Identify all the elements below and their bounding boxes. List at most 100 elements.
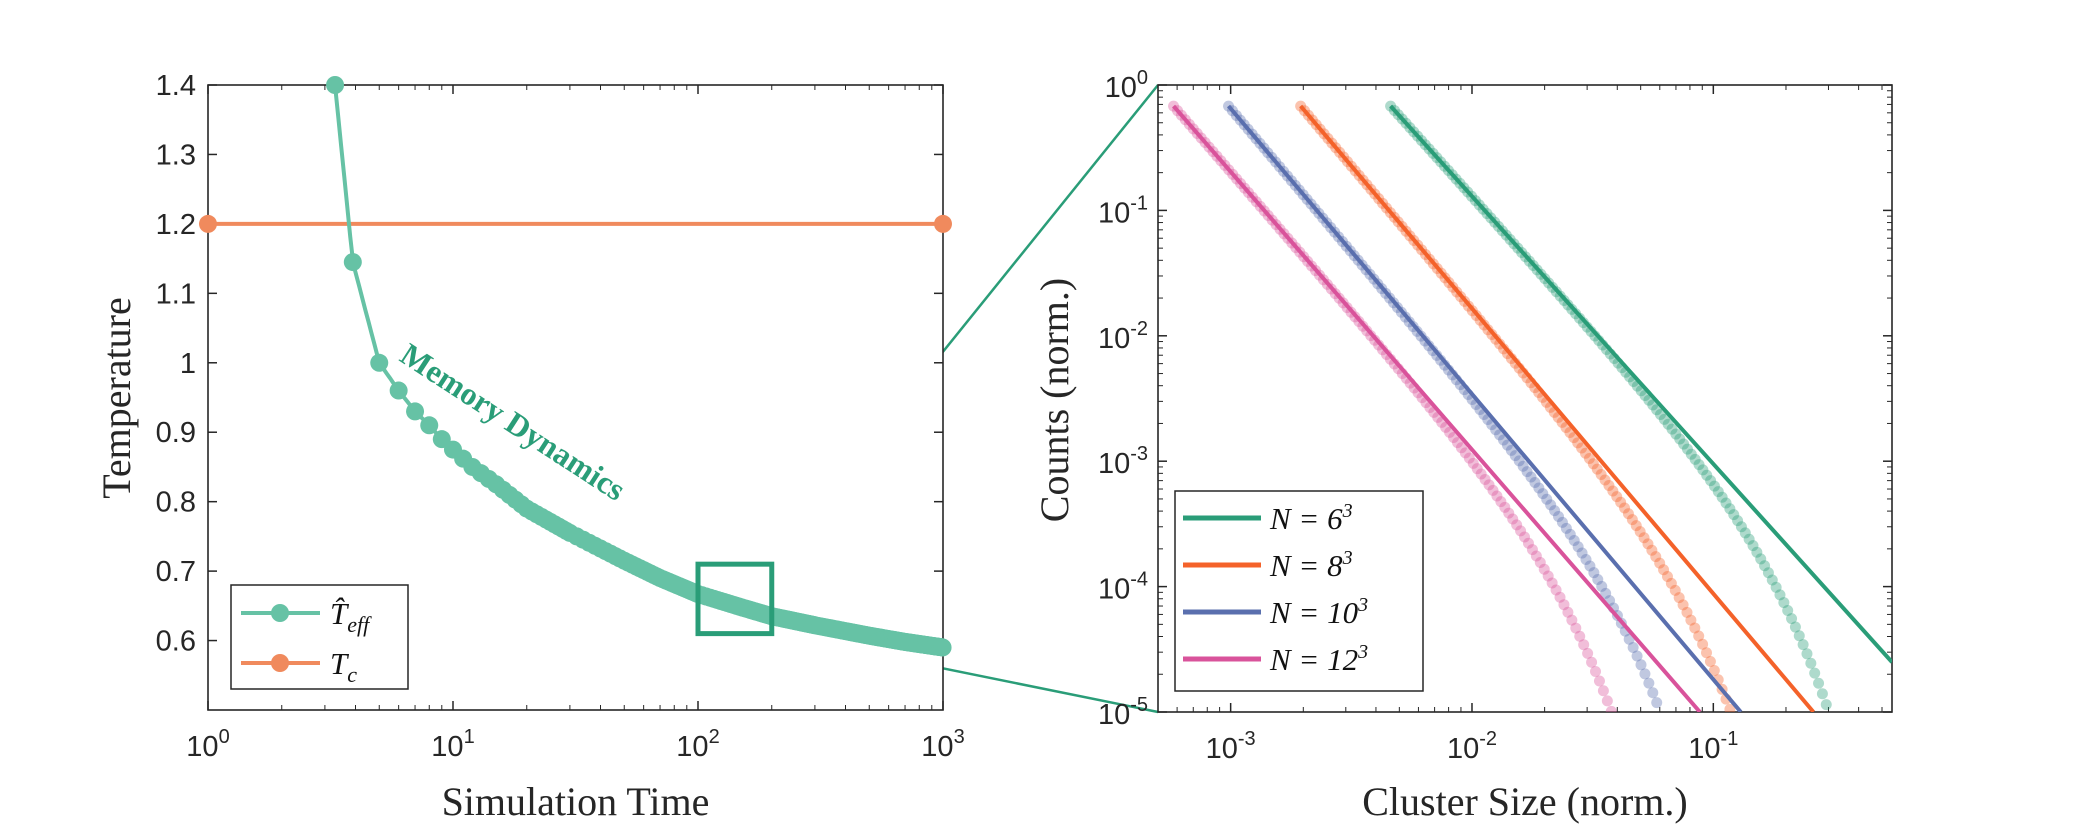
- right-x-tick-label: 10-1: [1688, 728, 1738, 765]
- cluster-point: [1576, 442, 1588, 454]
- left-y-tick-label: 0.9: [156, 417, 196, 449]
- tc-point: [934, 214, 952, 233]
- fit-line: [1227, 104, 1743, 712]
- cluster-point: [1678, 438, 1690, 450]
- right-y-tick-label: 10-1: [1098, 192, 1148, 229]
- left-y-tick-label: 1.2: [156, 209, 196, 241]
- cluster-point: [1630, 520, 1642, 532]
- cluster-point: [1595, 469, 1607, 481]
- cluster-point: [1813, 677, 1825, 689]
- cluster-point: [1597, 685, 1609, 697]
- right-y-tick-label: 100: [1105, 67, 1148, 104]
- cluster-point: [1627, 642, 1639, 654]
- cluster-point: [1724, 703, 1736, 712]
- cluster-point: [1782, 605, 1794, 617]
- teff-point: [420, 416, 439, 435]
- cluster-point: [1762, 567, 1774, 579]
- right-chart: 10-5 10-4 10-3 10-2 10-1 100 10-3 10-2 10-1 N = …: [1032, 67, 1893, 824]
- left-x-tick-label: 103: [921, 726, 964, 763]
- left-y-tick-label: 1.1: [156, 278, 196, 310]
- cluster-point: [1556, 516, 1568, 528]
- cluster-point: [1607, 485, 1619, 497]
- cluster-point: [1820, 699, 1832, 711]
- cluster-point: [1639, 668, 1651, 680]
- cluster-point: [1483, 479, 1495, 491]
- cluster-point: [1697, 638, 1709, 650]
- left-y-tick-label: 1.4: [156, 70, 196, 102]
- cluster-point: [1673, 592, 1685, 604]
- cluster-point: [1576, 547, 1588, 559]
- left-x-tick-label: 102: [676, 726, 719, 763]
- cluster-point: [1658, 564, 1670, 576]
- cluster-point: [1646, 544, 1658, 556]
- cluster-point: [1789, 621, 1801, 633]
- cluster-point: [1697, 464, 1709, 476]
- left-axis-ticks: 0.6 0.7 0.8 0.9 1 1.1 1.2 1.3 1.4 100 101 102 103: [156, 70, 965, 763]
- cluster-point: [1471, 463, 1483, 475]
- cluster-point: [1605, 705, 1617, 712]
- cluster-point: [1751, 546, 1763, 558]
- left-y-tick-label: 0.6: [156, 626, 196, 658]
- cluster-point: [1786, 613, 1798, 625]
- cluster-point: [1533, 482, 1545, 494]
- cluster-point: [1503, 507, 1515, 519]
- cluster-point: [1797, 639, 1809, 651]
- teff-point: [326, 76, 345, 94]
- cluster-point: [1816, 688, 1828, 700]
- fit-line: [1389, 104, 1892, 664]
- left-y-tick-label: 1: [180, 348, 196, 380]
- left-y-tick-label: 1.3: [156, 139, 196, 171]
- left-y-tick-label: 0.7: [156, 556, 196, 588]
- cluster-point: [1534, 557, 1546, 569]
- cluster-point: [1643, 677, 1655, 689]
- cluster-point: [1455, 442, 1467, 454]
- cluster-point: [1554, 591, 1566, 603]
- left-x-tick-label: 100: [186, 726, 229, 763]
- right-legend: N = 63 N = 83 N = 103 N = 123: [1174, 490, 1424, 692]
- cluster-point: [1519, 531, 1531, 543]
- cluster-point: [1689, 453, 1701, 465]
- cluster-point: [1635, 659, 1647, 671]
- cluster-point: [1491, 490, 1503, 502]
- cluster-point: [1549, 505, 1561, 517]
- cluster-point: [1511, 519, 1523, 531]
- cluster-point: [1525, 471, 1537, 483]
- cluster-point: [1558, 599, 1570, 611]
- legend-label: N = 63: [1269, 500, 1353, 536]
- cluster-point: [1662, 418, 1674, 430]
- cluster-point: [1778, 597, 1790, 609]
- cluster-point: [1674, 433, 1686, 445]
- legend-swatch-marker: [271, 654, 289, 672]
- cluster-point: [1521, 466, 1533, 478]
- cluster-point: [1735, 521, 1747, 533]
- cluster-point: [1766, 574, 1778, 586]
- cluster-point: [1805, 657, 1817, 669]
- teff-point: [406, 402, 425, 421]
- cluster-point: [1622, 508, 1634, 520]
- cluster-point: [1593, 675, 1605, 687]
- legend-swatch-marker: [271, 604, 289, 622]
- cluster-point: [1681, 443, 1693, 455]
- cluster-point: [1693, 630, 1705, 642]
- cluster-point: [1642, 538, 1654, 550]
- cluster-point: [1448, 431, 1460, 443]
- cluster-point: [1701, 469, 1713, 481]
- cluster-point: [1526, 544, 1538, 556]
- cluster-point: [1580, 553, 1592, 565]
- cluster-point: [1619, 502, 1631, 514]
- right-y-tick-label: 10-4: [1098, 569, 1148, 606]
- cluster-point: [1501, 439, 1513, 451]
- cluster-point: [1743, 533, 1755, 545]
- cluster-point: [1572, 541, 1584, 553]
- right-y-tick-label: 10-2: [1098, 318, 1148, 355]
- cluster-point: [1728, 509, 1740, 521]
- legend-label: N = 103: [1269, 594, 1368, 630]
- cluster-point: [1666, 423, 1678, 435]
- cluster-point: [1505, 444, 1517, 456]
- cluster-point: [1467, 457, 1479, 469]
- right-series-group: [1168, 100, 1892, 712]
- cluster-point: [1669, 584, 1681, 596]
- cluster-point: [1626, 514, 1638, 526]
- cluster-point: [1538, 563, 1550, 575]
- cluster-point: [1515, 525, 1527, 537]
